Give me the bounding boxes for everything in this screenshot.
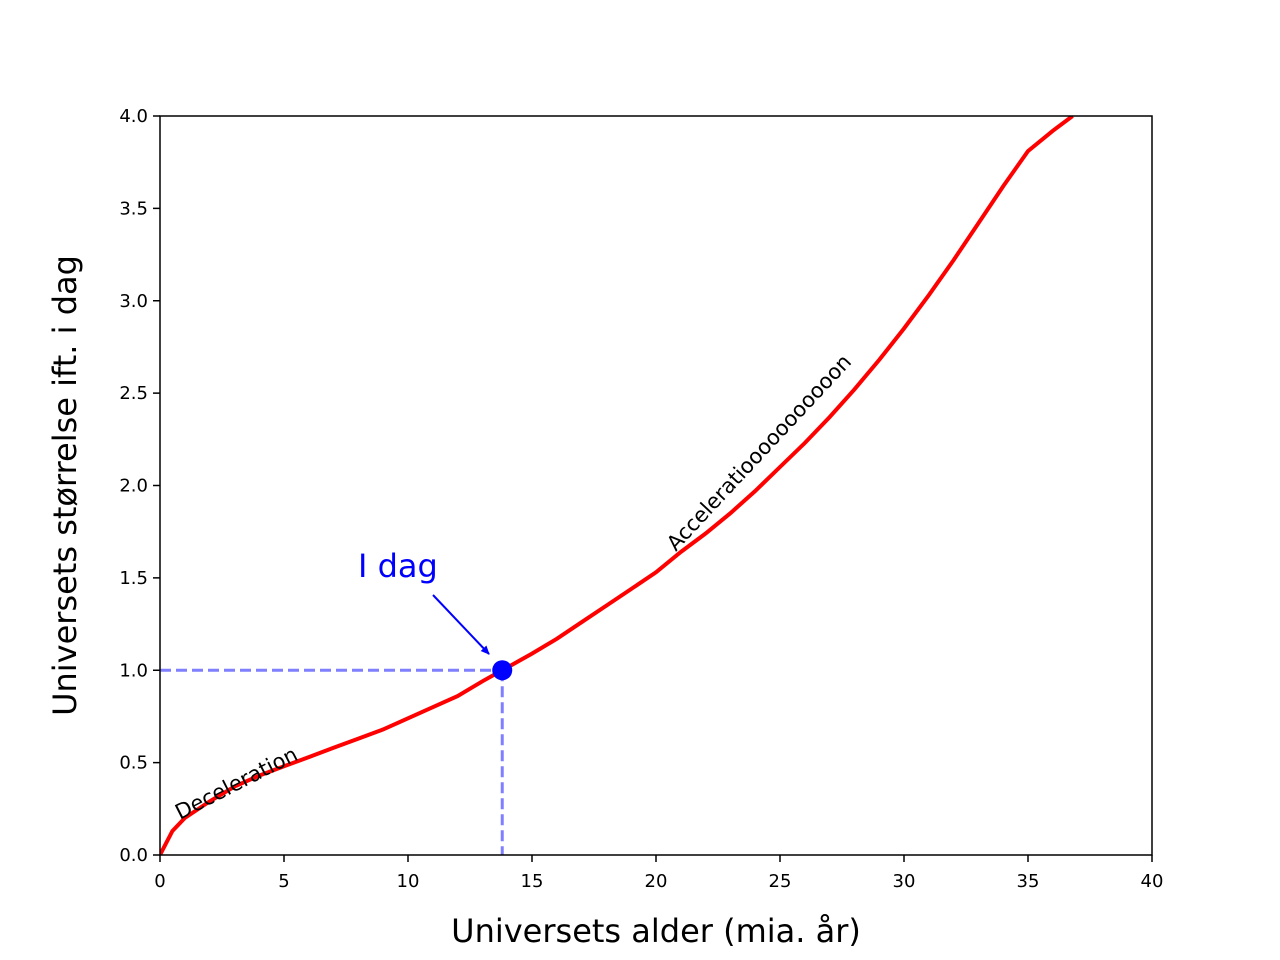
x-tick-label: 35: [1017, 871, 1040, 892]
x-tick-label: 20: [645, 871, 668, 892]
series-line: [160, 116, 1074, 855]
y-tick-label: 1.5: [119, 568, 148, 589]
x-axis-ticks: 0 5 10 15 20 25 30 35 40: [154, 855, 1163, 892]
y-tick-label: 1.0: [119, 660, 148, 681]
x-tick-label: 25: [769, 871, 792, 892]
plot-frame: [159, 115, 1153, 856]
x-tick-label: 15: [521, 871, 544, 892]
x-axis-label: Universets alder (mia. år): [451, 912, 861, 950]
y-tick-label: 3.5: [119, 198, 148, 219]
annotation-label: Deceleration: [171, 742, 301, 824]
today-point: [492, 660, 513, 681]
annotation-label: Acceleratiooooooooooon: [662, 350, 856, 556]
x-tick-label: 0: [154, 871, 165, 892]
y-tick-label: 0.0: [119, 845, 148, 866]
reference-lines: [160, 668, 504, 855]
x-tick-label: 40: [1141, 871, 1164, 892]
x-tick-label: 5: [278, 871, 289, 892]
y-tick-label: 2.5: [119, 383, 148, 404]
today-arrow: [432, 594, 490, 655]
y-axis-label: Universets størrelse ift. i dag: [46, 255, 84, 716]
y-tick-label: 0.5: [119, 753, 148, 774]
y-tick-label: 2.0: [119, 476, 148, 497]
y-tick-label: 4.0: [119, 106, 148, 127]
today-label: I dag: [358, 547, 438, 585]
x-tick-label: 10: [397, 871, 420, 892]
annotations: Deceleration Acceleratiooooooooooon: [171, 350, 856, 825]
y-tick-label: 3.0: [119, 291, 148, 312]
x-tick-label: 30: [893, 871, 916, 892]
y-axis-ticks: 0.0 0.5 1.0 1.5 2.0 2.5 3.0 3.5 4.0: [119, 106, 160, 866]
